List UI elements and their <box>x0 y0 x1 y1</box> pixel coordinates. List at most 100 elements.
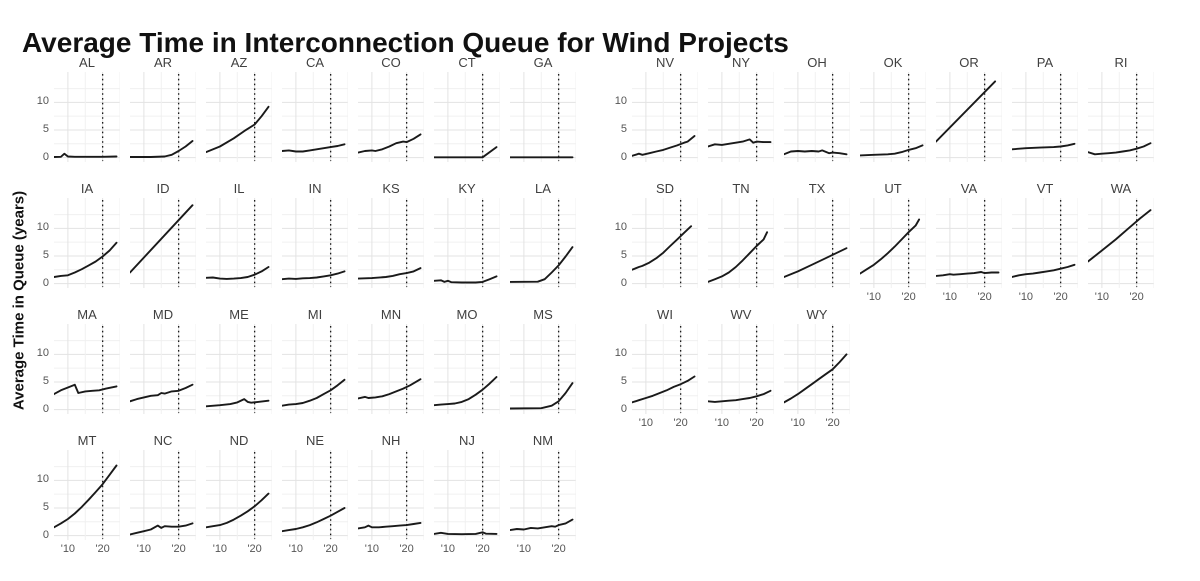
data-line-VT <box>1012 263 1076 278</box>
x-tick-label: '20 <box>901 291 916 303</box>
facet-title-AR: AR <box>153 55 173 70</box>
facet-title-PA: PA <box>1036 55 1054 70</box>
line-chart-PA <box>1012 72 1078 162</box>
x-axis-ticks-NC: '10 '20 <box>130 540 196 556</box>
x-tick-label: '20 <box>825 417 840 429</box>
line-chart-GA <box>510 72 576 162</box>
data-line-WI <box>632 375 696 404</box>
data-line-WY <box>784 353 848 404</box>
x-axis-ticks-NE: '10 '20 <box>282 540 348 556</box>
facet-title-NE: NE <box>305 433 325 448</box>
x-tick-label: '10 <box>364 543 380 555</box>
facet-title-IN: IN <box>308 181 322 196</box>
facet-title-KY: KY <box>458 181 476 196</box>
data-line-NC <box>130 522 194 536</box>
y-tick-label: 0 <box>620 150 627 163</box>
x-tick-label: '20 <box>247 543 262 555</box>
facet-panel-ID: ID <box>130 182 196 288</box>
facet-title-WA: WA <box>1110 181 1132 196</box>
facet-title-LA: LA <box>535 181 551 196</box>
data-line-MO <box>434 376 498 407</box>
x-tick-label: '10 <box>212 543 228 555</box>
line-chart-ID <box>130 198 196 288</box>
line-chart-NH <box>358 450 424 540</box>
facet-panel-NE: NE '10 '20 <box>282 434 348 556</box>
facet-block-left: 0 5 10 AL AR AZ CA CO CT GA 0 5 10 IA ID IL IN KS KY LA 0 5 10… <box>28 56 576 560</box>
facet-panel-CT: CT <box>434 56 500 162</box>
y-axis-ticks: 0 5 10 <box>28 72 54 162</box>
line-chart-SD <box>632 198 698 288</box>
page-title: Average Time in Interconnection Queue fo… <box>22 26 789 58</box>
facet-panel-SD: SD <box>632 182 698 304</box>
facet-panel-IN: IN <box>282 182 348 288</box>
facet-title-OH: OH <box>807 55 827 70</box>
y-tick-label: 0 <box>620 402 627 415</box>
data-line-ME <box>206 398 270 408</box>
facet-row-panels: MT '10 '20 NC '10 '20 ND '10 '20 NE '10 '20 NH '10 '20… <box>54 434 576 556</box>
x-tick-label: '20 <box>1053 291 1068 303</box>
facet-panel-NY: NY <box>708 56 774 162</box>
data-line-NV <box>632 135 696 157</box>
data-line-ID <box>130 204 194 274</box>
facet-title-SD: SD <box>655 181 675 196</box>
facet-panel-MD: MD <box>130 308 196 414</box>
x-axis-ticks-WY: '10 '20 <box>784 414 850 430</box>
line-chart-IL <box>206 198 272 288</box>
x-tick-label: '20 <box>1129 291 1144 303</box>
data-line-CO <box>358 133 422 154</box>
facet-row: 0 5 10 NV NY OH OK OR PA RI <box>606 55 1154 163</box>
line-chart-KY <box>434 198 500 288</box>
y-tick-label: 0 <box>42 150 49 163</box>
data-line-OK <box>860 144 924 157</box>
x-tick-label: '10 <box>866 291 882 303</box>
data-line-IA <box>54 241 118 278</box>
facet-title-MO: MO <box>456 307 478 322</box>
data-line-NY <box>708 138 772 148</box>
x-tick-label: '20 <box>673 417 688 429</box>
x-tick-label: '10 <box>942 291 958 303</box>
facet-panel-KS: KS <box>358 182 424 288</box>
line-chart-ND <box>206 450 272 540</box>
facet-title-TN: TN <box>732 181 750 196</box>
facet-title-MT: MT <box>77 433 97 448</box>
facet-title-ID: ID <box>156 181 170 196</box>
facet-panel-UT: UT '10 '20 <box>860 182 926 304</box>
facet-title-NV: NV <box>655 55 675 70</box>
x-tick-label: '20 <box>551 543 566 555</box>
data-line-NE <box>282 507 346 533</box>
y-tick-label: 10 <box>614 221 627 234</box>
line-chart-NE <box>282 450 348 540</box>
x-tick-label: '10 <box>440 543 456 555</box>
line-chart-MN <box>358 324 424 414</box>
facet-row: 0 5 10 SD TN TX UT '10'20 VA '10'20 VT '10'20 WA '10 '… <box>606 182 1154 304</box>
facet-title-CT: CT <box>458 55 476 70</box>
data-line-ND <box>206 492 270 529</box>
facet-panel-NV: NV <box>632 56 698 162</box>
facet-panel-KY: KY <box>434 182 500 288</box>
data-line-RI <box>1088 142 1152 156</box>
line-chart-MA <box>54 324 120 414</box>
facet-panel-MS: MS <box>510 308 576 414</box>
data-line-KY <box>434 275 498 284</box>
y-tick-label: 0 <box>620 276 627 289</box>
line-chart-NM <box>510 450 576 540</box>
facet-title-GA: GA <box>533 55 553 70</box>
facet-panel-MN: MN <box>358 308 424 414</box>
x-tick-label: '10 <box>714 417 730 429</box>
facet-panel-LA: LA <box>510 182 576 288</box>
y-tick-label: 0 <box>42 528 49 541</box>
line-chart-TX <box>784 198 850 288</box>
facet-row-panels: IA ID IL IN KS KY LA <box>54 182 576 288</box>
y-tick-label: 5 <box>620 248 627 261</box>
facet-row-panels: WI '10 '20 WV '10 '20 WY '10 '20 <box>632 308 850 430</box>
y-tick-label: 5 <box>42 248 49 261</box>
x-tick-label: '10 <box>1094 291 1110 303</box>
x-tick-label: '10 <box>288 543 304 555</box>
facet-title-OR: OR <box>959 55 979 70</box>
line-chart-NJ <box>434 450 500 540</box>
line-chart-CA <box>282 72 348 162</box>
line-chart-UT <box>860 198 926 288</box>
x-tick-label: '10 <box>1018 291 1034 303</box>
facet-title-TX: TX <box>808 181 826 196</box>
data-line-SD <box>632 225 693 271</box>
